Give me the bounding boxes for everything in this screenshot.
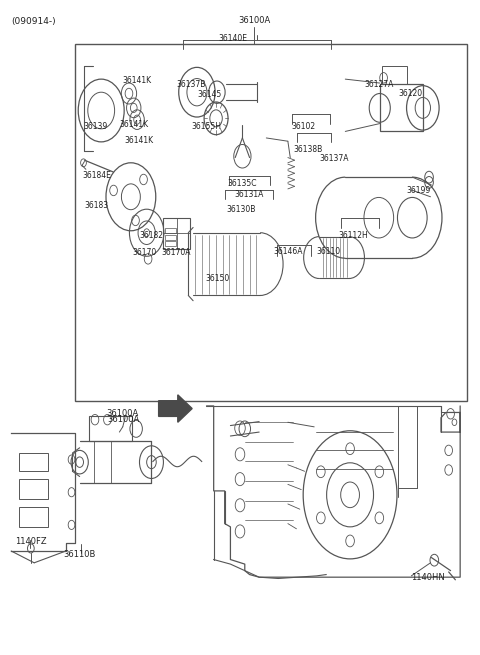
Bar	[19, 479, 48, 498]
Text: 36199: 36199	[407, 186, 431, 195]
Text: 36184E: 36184E	[82, 171, 111, 179]
Text: 36100A: 36100A	[238, 16, 271, 25]
Text: 36183: 36183	[84, 202, 108, 210]
Text: 36131A: 36131A	[234, 191, 264, 199]
Text: 36141K: 36141K	[124, 136, 153, 145]
Text: 36146A: 36146A	[274, 247, 303, 256]
Text: (090914-): (090914-)	[11, 17, 56, 26]
Polygon shape	[158, 395, 192, 422]
Text: 36127A: 36127A	[364, 80, 394, 89]
Bar	[382, 66, 407, 84]
Bar	[19, 507, 48, 527]
Text: 1140FZ: 1140FZ	[15, 537, 47, 546]
Text: 36130B: 36130B	[227, 206, 256, 214]
Text: 36120: 36120	[399, 89, 423, 98]
Bar	[163, 217, 190, 249]
Text: 36155H: 36155H	[191, 122, 221, 131]
Bar	[165, 228, 176, 233]
Text: 36139: 36139	[83, 122, 107, 131]
Text: 36137B: 36137B	[177, 80, 206, 89]
Text: 36135C: 36135C	[228, 179, 257, 188]
Text: 36112H: 36112H	[338, 231, 368, 240]
Text: 36170: 36170	[132, 248, 156, 257]
Text: 36110: 36110	[317, 247, 341, 256]
Text: 36140E: 36140E	[218, 34, 248, 43]
Text: 36170A: 36170A	[161, 248, 191, 257]
Text: 36141K: 36141K	[120, 121, 148, 130]
Text: 36100A: 36100A	[106, 409, 138, 419]
Text: 36110B: 36110B	[63, 550, 96, 559]
Text: 36150: 36150	[205, 274, 230, 283]
Text: 36102: 36102	[292, 122, 316, 131]
Bar	[165, 241, 176, 246]
Text: 1140HN: 1140HN	[411, 572, 445, 582]
Text: 36138B: 36138B	[294, 145, 323, 153]
Text: 36145: 36145	[197, 90, 221, 99]
Bar	[165, 234, 176, 240]
Bar	[89, 417, 132, 441]
Bar	[75, 45, 468, 401]
Text: 36100A: 36100A	[107, 415, 139, 424]
Text: 36137A: 36137A	[320, 155, 349, 163]
Bar	[380, 84, 423, 132]
Text: 36182: 36182	[140, 231, 164, 240]
Text: 36141K: 36141K	[123, 76, 152, 85]
Bar	[19, 453, 48, 472]
